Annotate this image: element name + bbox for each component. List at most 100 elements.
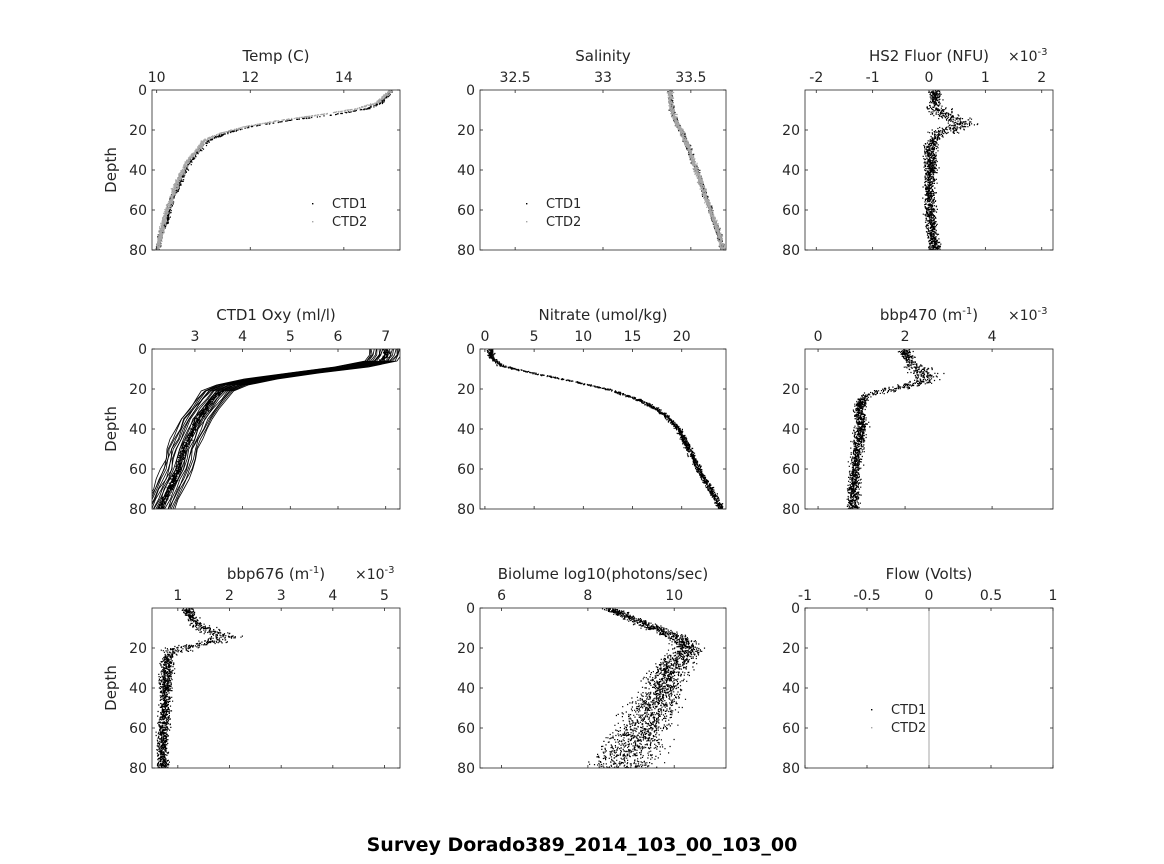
oxy-profile [155,349,384,509]
temp-ytick-label: 0 [138,83,147,99]
bbp470-series-0 [846,349,945,509]
legend-marker-ctd1 [312,203,314,205]
bbp676-ytick-label: 20 [129,641,147,657]
flow-ytick-label: 0 [791,601,800,617]
bbp676-data [155,608,243,768]
legend-label-ctd1: CTD1 [332,197,367,212]
salinity-axes-box [479,89,727,251]
flow-xtick-label: 0.5 [980,588,1002,604]
nitrate-ytick-label: 20 [457,382,475,398]
bbp470-title: bbp470 (m-1) [880,306,978,324]
panel-hs2: -2 -1 0 1 2 20 40 60 80 HS2 Fluor (NFU) ×10-3 [782,47,1054,259]
biolume-ytick-label: 60 [457,721,475,737]
salinity-xtick-label: 33 [594,70,612,86]
legend-marker-ctd2 [871,727,873,729]
flow-xtick-label: -0.5 [853,588,880,604]
oxy-ytick-label: 40 [129,422,147,438]
hs2-exponent-label: ×10-3 [1008,47,1048,65]
nitrate-points [486,349,726,509]
biolume-ytick-label: 40 [457,681,475,697]
bbp470-xtick-label: 2 [901,329,910,345]
bbp676-axes-box [151,607,401,769]
salinity-ytick-label: 40 [457,163,475,179]
nitrate-title: Nitrate (umol/kg) [539,306,668,324]
figure-title: Survey Dorado389_2014_103_00_103_00 [366,834,798,856]
salinity-title: Salinity [575,47,631,65]
oxy-profile [152,349,372,495]
oxy-ytick-label: 60 [129,462,147,478]
nitrate-xtick-label: 10 [574,329,592,345]
nitrate-series-0 [486,349,726,509]
oxy-title: CTD1 Oxy (ml/l) [216,306,336,324]
temp-ytick-label: 80 [129,243,147,259]
bbp676-series-0 [155,608,243,768]
biolume-ytick-label: 0 [466,601,475,617]
panel-temp: 10 12 14 0 20 40 60 80 Temp (C) Depth CTD1 CTD2 [102,47,401,259]
salinity-xtick-label: 32.5 [500,70,531,86]
oxy-xtick-label: 3 [190,329,199,345]
bbp470-xtick-label: 4 [988,329,997,345]
bbp676-xtick-label: 1 [173,588,182,604]
legend-label-ctd1: CTD1 [546,197,581,212]
bbp470-ytick-label: 20 [782,382,800,398]
bbp470-ytick-label: 40 [782,422,800,438]
oxy-data [152,349,400,509]
oxy-ytick-label: 0 [138,342,147,358]
temp-xtick-label: 14 [335,70,353,86]
biolume-ytick-label: 80 [457,761,475,777]
biolume-points [588,608,706,768]
bbp676-title: bbp676 (m-1) [227,565,325,583]
oxy-points [157,349,391,509]
bbp470-xtick-label: 0 [814,329,823,345]
oxy-xtick-label: 6 [334,329,343,345]
oxy-profile [174,356,400,509]
bbp676-ytick-label: 60 [129,721,147,737]
temp-ytick-label: 40 [129,163,147,179]
oxy-ylabel: Depth [102,406,120,452]
oxy-profile [170,349,399,509]
nitrate-xtick-label: 5 [530,329,539,345]
biolume-ytick-label: 20 [457,641,475,657]
legend-label-ctd2: CTD2 [332,215,367,230]
bbp676-ylabel: Depth [102,665,120,711]
temp-xtick-label: 12 [241,70,259,86]
hs2-xtick-label: 1 [981,70,990,86]
panel-nitrate: 0 5 10 15 20 0 20 40 60 80 Nitrate (umol/kg) [457,306,727,518]
biolume-title: Biolume log10(photons/sec) [498,565,709,583]
oxy-profile [152,349,371,493]
temp-ytick-label: 20 [129,123,147,139]
bbp676-ytick-label: 80 [129,761,147,777]
bbp676-xtick-label: 5 [380,588,389,604]
biolume-xtick-label: 8 [583,588,592,604]
nitrate-ytick-label: 40 [457,422,475,438]
hs2-points [922,90,979,250]
bbp676-xtick-label: 3 [277,588,286,604]
temp-data [154,90,394,250]
flow-xtick-label: 0 [925,588,934,604]
hs2-series-0 [922,90,979,250]
hs2-xtick-label: 2 [1037,70,1046,86]
panel-bbp470: 0 2 4 20 40 60 80 bbp470 (m-1) ×10-3 [782,306,1054,518]
legend-marker-ctd2 [312,221,314,223]
temp-xtick-label: 10 [148,70,166,86]
nitrate-data [486,349,726,509]
biolume-data [588,608,706,768]
hs2-xtick-label: -1 [866,70,880,86]
nitrate-ytick-label: 0 [466,342,475,358]
hs2-ytick-label: 20 [782,123,800,139]
temp-points [154,90,394,250]
salinity-ytick-label: 60 [457,203,475,219]
hs2-xtick-label: -2 [809,70,823,86]
biolume-xtick-label: 6 [497,588,506,604]
nitrate-xtick-label: 20 [673,329,691,345]
hs2-ytick-label: 60 [782,203,800,219]
bbp470-exponent-label: ×10-3 [1008,306,1048,324]
oxy-profile [153,349,384,509]
panel-oxy: 3 4 5 6 7 0 20 40 60 80 CTD1 Oxy (ml/l) Depth [102,306,401,518]
flow-ytick-label: 20 [782,641,800,657]
bbp470-points [846,349,945,509]
temp-legend: CTD1 CTD2 [312,197,367,230]
biolume-xtick-label: 10 [665,588,683,604]
panel-salinity: 32.5 33 33.5 0 20 40 60 80 Salinity CTD1 CTD2 [457,47,727,259]
